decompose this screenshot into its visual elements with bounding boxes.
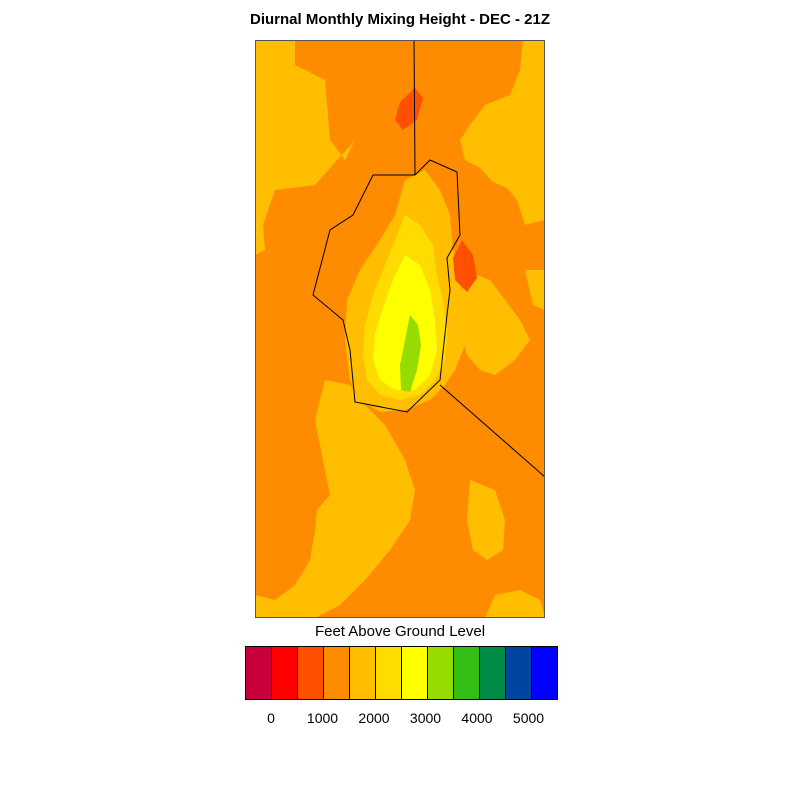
- colorbar-tick-labels: 0 1000 2000 3000 4000 5000: [0, 710, 800, 730]
- colorbar-tick-label: 3000: [409, 710, 442, 726]
- contour-band-1500-east-strip: [525, 270, 545, 310]
- colorbar-swatch: [272, 647, 298, 699]
- colorbar-swatch: [506, 647, 532, 699]
- legend-title: Feet Above Ground Level: [314, 623, 486, 640]
- colorbar-swatch: [480, 647, 506, 699]
- chart-title: Diurnal Monthly Mixing Height - DEC - 21…: [250, 11, 550, 28]
- colorbar-swatch: [428, 647, 454, 699]
- contour-band-2500: [373, 255, 437, 390]
- state-border-north: [413, 40, 416, 176]
- colorbar-tick-label: 1000: [306, 710, 339, 726]
- colorbar-swatch: [402, 647, 428, 699]
- contour-band-1500-south: [255, 380, 415, 618]
- colorbar-tick-label: 0: [267, 710, 275, 726]
- colorbar-tick-label: 4000: [461, 710, 493, 726]
- map-panel: [255, 40, 545, 618]
- colorbar-swatch: [454, 647, 480, 699]
- colorbar-swatch: [350, 647, 376, 699]
- contour-band-1500-south-right: [467, 480, 505, 560]
- contour-band-500-north: [395, 88, 423, 130]
- contour-band-1500-southeast: [485, 590, 545, 618]
- contour-map: [255, 40, 545, 618]
- map-frame: [255, 40, 545, 618]
- contour-band-500-east: [453, 240, 477, 292]
- colorbar-tick-label: 2000: [358, 710, 390, 726]
- contour-band-1500-mid-right: [460, 270, 530, 375]
- colorbar-tick-label: 5000: [512, 710, 545, 726]
- region-boundary-polygon: [312, 159, 461, 413]
- contour-band-1500-left: [255, 40, 355, 255]
- colorbar-swatch: [376, 647, 402, 699]
- state-border-southeast: [439, 384, 545, 478]
- colorbar-swatch: [324, 647, 350, 699]
- contour-band-3000: [400, 315, 421, 392]
- contour-band-1500-right-patch: [490, 110, 543, 185]
- colorbar-swatch: [532, 647, 557, 699]
- colorbar: [245, 646, 558, 700]
- colorbar-swatch: [246, 647, 272, 699]
- colorbar-swatch: [298, 647, 324, 699]
